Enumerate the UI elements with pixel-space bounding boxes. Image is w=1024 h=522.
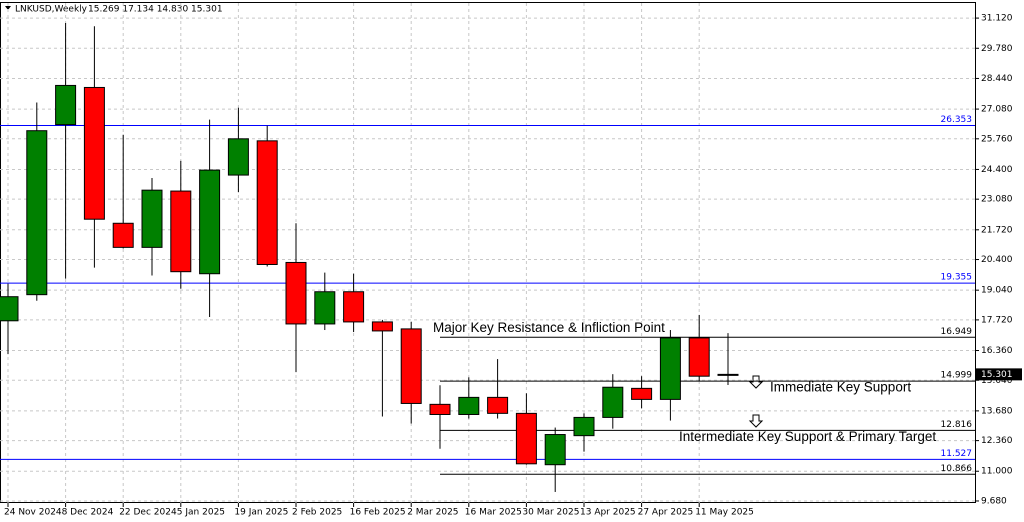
x-tick-label: 27 Apr 2025	[638, 508, 694, 518]
candle-body	[400, 328, 422, 404]
candle-body	[199, 169, 221, 275]
y-tick-label: 11.000	[981, 467, 1013, 477]
y-tick-label: 27.080	[981, 105, 1013, 115]
x-tick-label: 11 May 2025	[695, 508, 754, 518]
x-tick-label: 16 Mar 2025	[465, 508, 522, 518]
chart-subtitle: 15.269 17.134 14.830 15.301	[88, 5, 223, 15]
candle-body	[429, 403, 451, 415]
y-tick-label: 24.400	[981, 165, 1013, 175]
level-label: 19.355	[941, 273, 973, 283]
candle-body	[227, 138, 249, 176]
candle-body	[544, 434, 566, 466]
y-tick-label: 13.680	[981, 406, 1013, 416]
candle-body	[285, 261, 307, 325]
x-tick-label: 8 Dec 2024	[62, 508, 114, 518]
price-label: 15.301	[981, 370, 1013, 380]
candle-body	[256, 140, 278, 265]
y-tick-label: 17.720	[981, 315, 1013, 325]
candle-body	[314, 291, 336, 325]
candle-body	[717, 373, 739, 376]
y-tick-label: 9.680	[981, 496, 1007, 506]
x-tick-label: 2 Feb 2025	[292, 508, 342, 518]
level-label: 26.353	[941, 115, 973, 125]
candle-body	[602, 386, 624, 418]
price-box	[976, 368, 1022, 381]
candle-body	[458, 396, 480, 415]
plot-frame	[0, 2, 976, 503]
candle-body	[141, 189, 163, 248]
y-tick-label: 25.760	[981, 134, 1013, 144]
candle-body	[631, 387, 653, 400]
candle-body	[371, 321, 393, 332]
candle-body	[55, 84, 77, 126]
y-tick-label: 15.040	[981, 376, 1013, 386]
y-tick-label: 12.360	[981, 436, 1013, 446]
candle-body	[170, 190, 192, 273]
y-tick-label: 28.440	[981, 74, 1013, 84]
candle-body	[343, 291, 365, 323]
y-tick-label: 16.360	[981, 346, 1013, 356]
annotation: Immediate Key Support	[770, 380, 911, 395]
candle-body	[688, 337, 710, 377]
level-label: 10.866	[941, 464, 973, 474]
menu-arrow	[5, 6, 11, 10]
x-tick-label: 5 Jan 2025	[177, 508, 225, 518]
y-tick-label: 21.720	[981, 225, 1013, 235]
level-label: 14.999	[941, 371, 973, 381]
chart-title: LNKUSD,Weekly	[15, 5, 88, 15]
candle-body	[0, 296, 19, 322]
y-tick-label: 23.080	[981, 195, 1013, 205]
x-tick-label: 19 Jan 2025	[234, 508, 288, 518]
candle-body	[83, 86, 105, 220]
x-tick-label: 24 Nov 2024	[4, 508, 62, 518]
y-tick-label: 29.780	[981, 44, 1013, 54]
level-label: 12.816	[941, 420, 973, 430]
candle-body	[659, 337, 681, 400]
x-tick-label: 16 Feb 2025	[350, 508, 406, 518]
candle-body	[112, 222, 134, 248]
x-tick-label: 22 Dec 2024	[119, 508, 177, 518]
candle-body	[26, 130, 48, 296]
x-tick-label: 13 Apr 2025	[580, 508, 636, 518]
annotation: Intermediate Key Support & Primary Targe…	[679, 429, 936, 444]
candle-body	[487, 396, 509, 414]
y-tick-label: 20.400	[981, 255, 1013, 265]
y-tick-label: 31.120	[981, 14, 1013, 24]
y-tick-label: 19.040	[981, 286, 1013, 296]
arrow-icon	[748, 375, 764, 428]
annotation: Major Key Resistance & Infliction Point	[433, 320, 665, 335]
x-tick-label: 30 Mar 2025	[522, 508, 579, 518]
candle-body	[515, 412, 537, 465]
candle-body	[573, 416, 595, 437]
x-tick-label: 2 Mar 2025	[407, 508, 458, 518]
level-label: 11.527	[941, 449, 973, 459]
level-label: 16.949	[941, 327, 973, 337]
